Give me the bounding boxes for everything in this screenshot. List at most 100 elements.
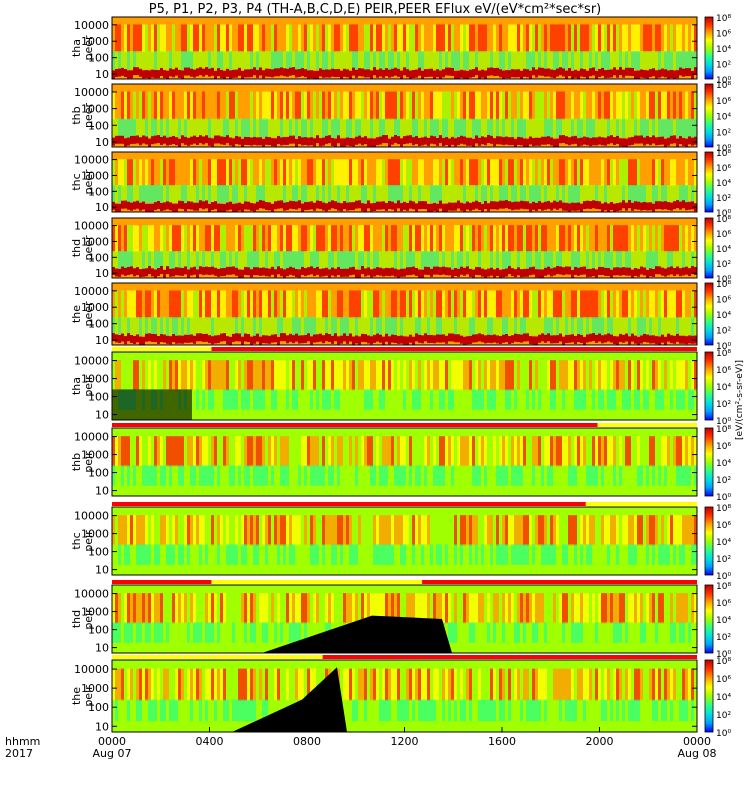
y-tick-label: 10000 <box>74 19 109 32</box>
y-tick-label: 10 <box>95 267 109 280</box>
colorbar-tick-label: 10⁴ <box>716 693 731 703</box>
panel-label: thdpeer <box>70 235 95 261</box>
colorbar-tick-label: 10⁸ <box>716 149 731 159</box>
y-tick-label: 1000 <box>81 169 109 182</box>
y-tick-label: 1000 <box>81 235 109 248</box>
mode-bar-segment <box>322 655 697 659</box>
colorbar: 10⁸ 10⁶ 10⁴ 10² 10⁰ <box>704 582 731 660</box>
y-tick-label: 10000 <box>74 510 109 523</box>
panel-label: thepeir <box>70 685 95 707</box>
y-tick-label: 10000 <box>74 588 109 601</box>
x-date-label: Aug 08 <box>678 747 717 760</box>
mode-bar-segment <box>585 502 697 506</box>
y-tick-label: 10000 <box>74 86 109 99</box>
colorbar-tick-label: 10⁰ <box>716 572 731 582</box>
x-tick-label: 0800 <box>293 735 321 748</box>
panel-label: thcpeer <box>70 169 95 195</box>
colorbar-tick-label: 10⁴ <box>716 245 731 255</box>
y-tick-label: 10000 <box>74 154 109 167</box>
colorbar-tick-label: 10⁸ <box>716 425 731 435</box>
colorbar-tick-label: 10² <box>716 61 731 71</box>
colorbar: 10⁸ 10⁶ 10⁴ 10² 10⁰ <box>704 504 731 582</box>
colorbar-tick-label: 10⁰ <box>716 209 731 219</box>
colorbar-tick-label: 10² <box>716 555 731 565</box>
colorbar-tick-label: 10⁰ <box>716 342 731 352</box>
mode-bar-segment <box>422 580 697 584</box>
y-tick-label: 100 <box>88 701 109 714</box>
x-tick-label: 1200 <box>391 735 419 748</box>
y-tick-label: 10 <box>95 642 109 655</box>
colorbar: 10⁸ 10⁶ 10⁴ 10² 10⁰ <box>704 215 731 285</box>
colorbar-tick-label: 10² <box>716 476 731 486</box>
colorbar-tick-label: 10⁸ <box>716 14 731 24</box>
colorbar-tick-label: 10⁰ <box>716 275 731 285</box>
y-tick-label: 1000 <box>81 373 109 386</box>
y-tick-label: 10 <box>95 409 109 422</box>
colorbar-tick-label: 10⁴ <box>716 459 731 469</box>
colorbar-tick-label: 10² <box>716 711 731 721</box>
colorbar-tick-label: 10⁸ <box>716 582 731 592</box>
y-tick-label: 100 <box>88 546 109 559</box>
colorbar: 10⁸ 10⁶ 10⁴ 10² 10⁰ <box>704 425 731 503</box>
panel-label: thdpeir <box>70 608 95 630</box>
colorbar-tick-label: 10² <box>716 400 731 410</box>
y-tick-label: 10 <box>95 136 109 149</box>
colorbar-tick-label: 10⁶ <box>716 97 731 107</box>
mode-bar-segment <box>112 655 323 659</box>
colorbar-tick-label: 10⁶ <box>716 599 731 609</box>
mode-bar-segment <box>112 580 212 584</box>
y-tick-label: 10000 <box>74 220 109 233</box>
colorbar: 10⁸ 10⁶ 10⁴ 10² 10⁰ <box>704 657 731 739</box>
panel-label: thepeer <box>70 301 95 327</box>
x-tick-label: 1600 <box>488 735 516 748</box>
x-axis-row-label: 2017 <box>5 747 33 760</box>
x-tick-label: 0000 <box>683 735 711 748</box>
colorbar-tick-label: 10⁸ <box>716 81 731 91</box>
colorbar-tick-label: 10² <box>716 194 731 204</box>
x-date-label: Aug 07 <box>93 747 132 760</box>
y-tick-label: 1000 <box>81 606 109 619</box>
colorbar-tick-label: 10⁶ <box>716 230 731 240</box>
panel-label: thbpeer <box>70 103 95 129</box>
y-tick-label: 100 <box>88 251 109 264</box>
mode-bar-segment <box>112 502 586 506</box>
y-tick-label: 10000 <box>74 663 109 676</box>
colorbar-tick-label: 10⁰ <box>716 144 731 154</box>
mode-bar-segment <box>211 347 697 351</box>
colorbar-tick-label: 10⁰ <box>716 493 731 503</box>
colorbar-tick-label: 10⁶ <box>716 521 731 531</box>
colorbar: 10⁸ 10⁶ 10⁴ 10² 10⁰ <box>704 349 731 427</box>
colorbar: 10⁸ 10⁶ 10⁴ 10² 10⁰ <box>704 280 731 352</box>
y-tick-label: 10000 <box>74 431 109 444</box>
y-tick-label: 1000 <box>81 103 109 116</box>
colorbar-tick-label: 10² <box>716 327 731 337</box>
y-tick-label: 1000 <box>81 449 109 462</box>
y-tick-label: 1000 <box>81 528 109 541</box>
y-tick-label: 100 <box>88 318 109 331</box>
panel-label: thapeir <box>70 375 95 397</box>
colorbar-tick-label: 10⁶ <box>716 366 731 376</box>
y-tick-label: 100 <box>88 467 109 480</box>
colorbar-tick-label: 10⁴ <box>716 538 731 548</box>
mode-bar-segment <box>211 580 423 584</box>
y-tick-label: 1000 <box>81 682 109 695</box>
colorbar-tick-label: 10² <box>716 128 731 138</box>
colorbar-tick-label: 10⁴ <box>716 45 731 55</box>
y-tick-label: 1000 <box>81 301 109 314</box>
colorbar-tick-label: 10⁴ <box>716 179 731 189</box>
colorbar-tick-label: 10⁰ <box>716 76 731 86</box>
y-tick-label: 10 <box>95 485 109 498</box>
colorbar-tick-label: 10⁰ <box>716 650 731 660</box>
y-tick-label: 10 <box>95 720 109 733</box>
mode-bar-segment <box>112 423 598 427</box>
colorbar-tick-label: 10⁸ <box>716 280 731 290</box>
colorbar: 10⁸ 10⁶ 10⁴ 10² 10⁰ <box>704 149 731 219</box>
colorbar-tick-label: 10⁴ <box>716 383 731 393</box>
panel-label: thbpeir <box>70 451 95 473</box>
y-tick-label: 100 <box>88 185 109 198</box>
